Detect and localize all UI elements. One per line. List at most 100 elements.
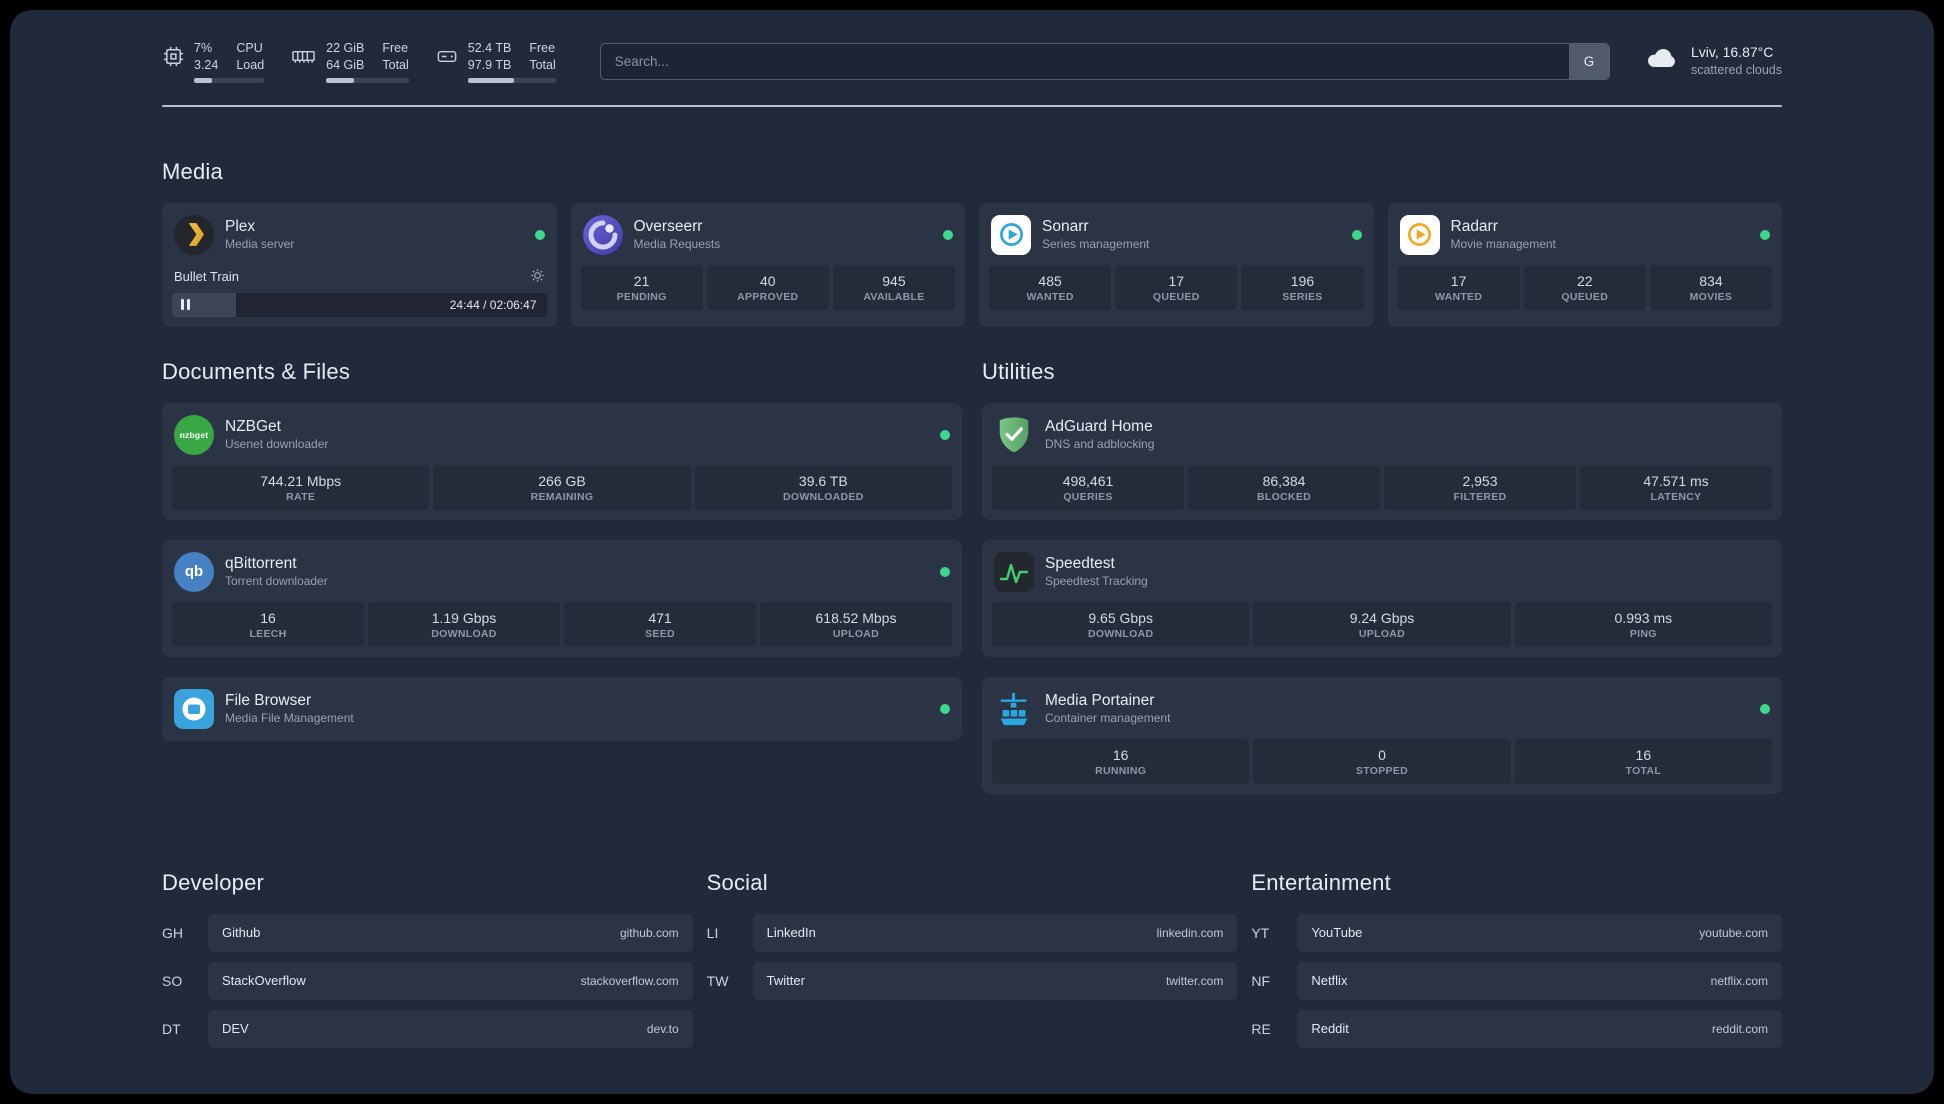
stat-wanted: 485 WANTED [989, 264, 1112, 310]
section-title-social: Social [706, 869, 768, 895]
stat-leech: 16 LEECH [172, 601, 364, 647]
overseerr-icon [582, 214, 623, 255]
ram-icon [290, 45, 317, 73]
section-title-developer: Developer [162, 869, 265, 895]
status-dot [940, 429, 950, 440]
ram-free-value: 22 GiB [326, 41, 365, 55]
weather-location: Lviv, 16.87°C [1690, 44, 1774, 61]
service-card-sonarr[interactable]: Sonarr Series management 485 WANTED 17 Q… [979, 202, 1374, 327]
speedtest-icon [994, 551, 1034, 592]
section-title-utilities: Utilities [982, 358, 1055, 384]
gear-icon[interactable] [530, 268, 545, 286]
bookmark-abbr: DT [162, 1020, 181, 1037]
service-card-adguard[interactable]: AdGuard Home DNS and adblocking 498,461 … [982, 402, 1782, 520]
bookmark-abbr: RE [1251, 1020, 1271, 1037]
service-desc: Torrent downloader [225, 574, 328, 589]
service-desc: DNS and adblocking [1045, 437, 1155, 452]
status-dot [1351, 229, 1362, 240]
service-desc: Media Requests [633, 237, 721, 252]
pause-icon[interactable] [181, 299, 190, 311]
service-desc: Series management [1042, 237, 1150, 252]
bookmark-youtube: YT YouTube youtube.com [1251, 913, 1782, 952]
stat-downloaded: 39.6 TB DOWNLOADED [694, 464, 952, 510]
service-card-plex[interactable]: Plex Media server Bullet Train [162, 202, 557, 327]
service-name: Sonarr [1042, 217, 1089, 235]
weather-widget: Lviv, 16.87°C scattered clouds [1644, 43, 1782, 79]
stat-wanted: 17 WANTED [1397, 264, 1520, 310]
service-name: Plex [225, 217, 256, 235]
cpu-usage: 7% [194, 41, 213, 55]
ram-bar [326, 77, 409, 83]
service-card-filebrowser[interactable]: File Browser Media File Management [162, 676, 962, 741]
radarr-icon [1399, 214, 1440, 255]
bookmark-link[interactable]: Netflix netflix.com [1297, 961, 1782, 1000]
service-card-portainer[interactable]: Media Portainer Container management 16 … [982, 676, 1782, 794]
service-card-speedtest[interactable]: Speedtest Speedtest Tracking 9.65 Gbps D… [982, 539, 1782, 657]
stat-upload: 618.52 Mbps UPLOAD [760, 601, 952, 647]
stat-seed: 471 SEED [564, 601, 756, 647]
bookmark-link[interactable]: Reddit reddit.com [1297, 1009, 1782, 1048]
bookmark-link[interactable]: Github github.com [208, 913, 693, 952]
bookmark-linkedin: LI LinkedIn linkedin.com [707, 913, 1238, 952]
service-name: Media Portainer [1045, 691, 1155, 709]
search-input[interactable] [599, 42, 1610, 80]
service-desc: Speedtest Tracking [1045, 574, 1148, 589]
bookmark-stackoverflow: SO StackOverflow stackoverflow.com [162, 961, 693, 1000]
qbittorrent-icon: qb [174, 551, 214, 592]
bookmark-link[interactable]: YouTube youtube.com [1297, 913, 1782, 952]
section-title-media: Media [162, 158, 223, 184]
dashboard: 7% 3.24 CPU Load [10, 10, 1934, 1094]
disk-icon [435, 45, 459, 73]
ram-total-label: Total [382, 57, 409, 72]
stat-blocked: 86,384 BLOCKED [1188, 464, 1380, 510]
status-dot [940, 703, 950, 714]
bookmark-link[interactable]: LinkedIn linkedin.com [752, 913, 1238, 952]
stat-remaining: 266 GB REMAINING [433, 464, 691, 510]
service-name: Speedtest [1045, 554, 1115, 572]
bookmark-link[interactable]: Twitter twitter.com [752, 961, 1238, 1000]
disk-free-value: 52.4 TB [467, 41, 512, 55]
bookmark-abbr: NF [1251, 972, 1270, 989]
plex-icon [174, 214, 214, 255]
bookmarks-developer: Developer GH Github github.com SO StackO… [162, 834, 693, 1058]
service-desc: Media File Management [225, 711, 354, 726]
disk-widget: 52.4 TB 97.9 TB Free Total [435, 40, 556, 83]
weather-condition: scattered clouds [1690, 63, 1782, 78]
cpu-label: CPU [236, 41, 263, 55]
service-card-overseerr[interactable]: Overseerr Media Requests 21 PENDING 40 A… [570, 202, 965, 327]
bookmark-link[interactable]: DEV dev.to [208, 1009, 693, 1048]
bookmarks-entertainment: Entertainment YT YouTube youtube.com NF … [1251, 834, 1782, 1058]
service-name: File Browser [225, 691, 312, 709]
portainer-icon [994, 689, 1034, 729]
search-bar: G [599, 42, 1610, 80]
bookmark-twitter: TW Twitter twitter.com [707, 961, 1238, 1000]
service-name: NZBGet [225, 417, 281, 435]
stat-pending: 21 PENDING [580, 264, 703, 310]
bookmark-link[interactable]: StackOverflow stackoverflow.com [208, 961, 693, 1000]
playback-time: 24:44 / 02:06:47 [449, 297, 537, 312]
bookmark-dev: DT DEV dev.to [162, 1009, 693, 1048]
search-provider-button[interactable]: G [1568, 43, 1609, 79]
stat-running: 16 RUNNING [992, 738, 1250, 784]
service-desc: Usenet downloader [225, 437, 329, 452]
media-grid: Plex Media server Bullet Train [162, 202, 1782, 327]
disk-total-label: Total [529, 57, 556, 72]
stat-download: 1.19 Gbps DOWNLOAD [368, 601, 560, 647]
ram-total-value: 64 GiB [326, 57, 365, 72]
status-dot [1760, 703, 1770, 714]
status-dot [534, 229, 545, 240]
adguard-icon [994, 415, 1034, 455]
ram-free-label: Free [382, 41, 409, 55]
status-dot [943, 229, 953, 240]
service-card-qbittorrent[interactable]: qb qBittorrent Torrent downloader 16 LEE… [162, 539, 962, 657]
service-name: Overseerr [633, 217, 703, 235]
service-desc: Movie management [1450, 237, 1556, 252]
service-name: qBittorrent [225, 554, 297, 572]
service-card-radarr[interactable]: Radarr Movie management 17 WANTED 22 QUE… [1387, 202, 1782, 327]
playback-progress-bar[interactable]: 24:44 / 02:06:47 [172, 292, 547, 317]
bookmark-reddit: RE Reddit reddit.com [1251, 1009, 1782, 1048]
service-desc: Media server [225, 237, 295, 252]
now-playing-title: Bullet Train [174, 269, 240, 285]
service-card-nzbget[interactable]: nzbget NZBGet Usenet downloader 744.21 M… [162, 402, 962, 520]
stat-queued: 17 QUEUED [1115, 264, 1238, 310]
